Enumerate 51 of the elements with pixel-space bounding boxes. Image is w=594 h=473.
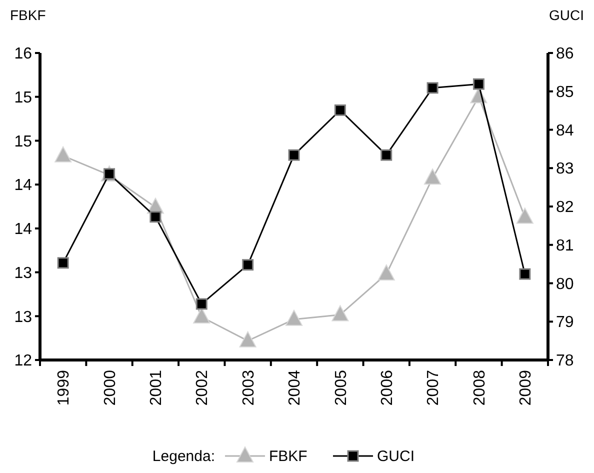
point xyxy=(239,331,256,348)
x-tick-label: 2001 xyxy=(148,370,166,406)
legend-title: Legenda: xyxy=(152,448,215,465)
x-tick-label: 2003 xyxy=(240,370,258,406)
point xyxy=(193,308,210,324)
y2-tick-label: 81 xyxy=(556,237,574,254)
point xyxy=(426,82,438,94)
y-tick-label: 14 xyxy=(14,177,32,194)
y2-tick-label: 84 xyxy=(556,122,574,140)
x-tick-label: 2007 xyxy=(425,370,442,406)
point xyxy=(378,264,395,281)
point xyxy=(57,257,69,269)
x-tick-label: 2005 xyxy=(332,370,350,406)
y-tick-label: 15 xyxy=(14,89,32,106)
point xyxy=(472,78,484,90)
y2-tick-label: 86 xyxy=(556,46,574,63)
y-axis-title: FBKF xyxy=(10,7,46,23)
x-tick-label: 2008 xyxy=(471,370,488,406)
x-tick-label: 1999 xyxy=(56,370,73,406)
y-tick-label: 14 xyxy=(14,221,32,238)
point xyxy=(380,149,392,161)
y-tick-label: 13 xyxy=(14,308,32,326)
y-tick-label: 15 xyxy=(14,133,32,150)
point xyxy=(196,298,208,310)
y-tick-label: 16 xyxy=(14,46,32,63)
y2-tick-label: 82 xyxy=(556,199,574,216)
point xyxy=(288,149,300,161)
y2-tick-label: 79 xyxy=(556,314,574,332)
point xyxy=(424,168,442,185)
x-tick-label: 2006 xyxy=(378,370,396,406)
point xyxy=(519,268,531,280)
y2-tick-label: 78 xyxy=(556,352,574,370)
point xyxy=(332,305,349,322)
y2-axis-title: GUCI xyxy=(549,7,584,23)
legend-label: GUCI xyxy=(377,448,414,465)
point xyxy=(286,310,302,326)
y-tick-label: 13 xyxy=(14,264,32,282)
y-tick-label: 12 xyxy=(14,352,32,370)
point xyxy=(516,208,534,224)
point xyxy=(334,104,346,116)
point xyxy=(242,259,254,271)
point xyxy=(54,146,72,162)
legend-label: FBKF xyxy=(269,448,308,465)
x-tick-label: 2000 xyxy=(102,370,119,406)
y2-tick-label: 85 xyxy=(556,84,574,101)
x-tick-label: 2004 xyxy=(286,370,304,406)
x-tick-label: 2002 xyxy=(194,370,212,406)
point xyxy=(150,211,162,223)
y2-tick-label: 80 xyxy=(556,276,574,293)
x-tick-label: 2009 xyxy=(518,370,535,406)
y2-tick-label: 83 xyxy=(556,160,574,178)
